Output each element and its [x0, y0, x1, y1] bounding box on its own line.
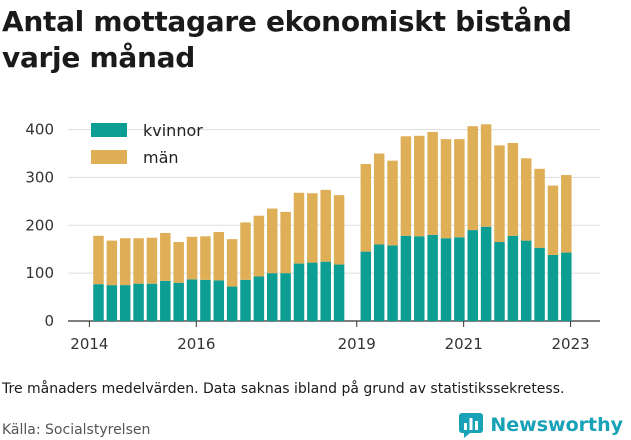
- bar-kvinnor: [333, 264, 345, 321]
- bar-man: [133, 238, 144, 284]
- bar-man: [253, 215, 265, 277]
- bar-man: [226, 239, 238, 287]
- bar-kvinnor: [373, 244, 385, 321]
- bar-man: [414, 135, 425, 237]
- bar-man: [373, 153, 385, 245]
- x-axis-ticks: 2014 2016 2019 2021 2023: [70, 321, 590, 353]
- x-tick-label: 2023: [551, 335, 589, 353]
- bar-kvinnor: [320, 261, 331, 321]
- bar-kvinnor: [467, 230, 478, 321]
- bar-kvinnor: [240, 279, 251, 321]
- bar-man: [160, 232, 171, 281]
- bar-kvinnor: [360, 251, 372, 321]
- chart-title: Antal mottagare ekonomiskt bistånd varje…: [2, 4, 627, 76]
- chart-logo-icon: [459, 413, 484, 438]
- bar-man: [320, 189, 331, 262]
- bar-kvinnor: [480, 226, 492, 321]
- bar-man: [494, 145, 505, 243]
- bar-kvinnor: [133, 283, 144, 321]
- bar-man: [186, 236, 198, 280]
- brand-logo[interactable]: Newsworthy: [458, 410, 623, 440]
- bar-man: [213, 231, 225, 281]
- x-tick-label: 2019: [338, 335, 376, 353]
- bar-kvinnor: [200, 279, 211, 321]
- bar-kvinnor: [547, 254, 559, 321]
- bar-kvinnor: [280, 273, 291, 321]
- bar-man: [547, 185, 559, 255]
- bar-man: [146, 237, 158, 284]
- legend-label: män: [143, 148, 179, 167]
- brand-name: Newsworthy: [490, 414, 623, 436]
- bar-man: [440, 139, 452, 239]
- y-tick-label: 100: [25, 264, 54, 282]
- bar-kvinnor: [400, 235, 412, 321]
- legend-swatch: [91, 123, 127, 137]
- y-tick-label: 200: [25, 216, 54, 234]
- bar-man: [266, 208, 278, 274]
- bar-man: [387, 160, 398, 246]
- bar-kvinnor: [160, 280, 171, 321]
- bar-kvinnor: [414, 236, 425, 321]
- bar-kvinnor: [454, 237, 465, 321]
- source-label: Källa: Socialstyrelsen: [2, 422, 151, 438]
- y-tick-label: 300: [25, 168, 54, 186]
- bar-kvinnor: [226, 286, 238, 321]
- bar-kvinnor: [534, 247, 545, 321]
- bar-kvinnor: [253, 276, 265, 321]
- legend: kvinnor män: [91, 121, 203, 167]
- bar-kvinnor: [561, 252, 572, 321]
- footnote: Tre månaders medelvärden. Data saknas ib…: [2, 381, 565, 397]
- bar-kvinnor: [293, 263, 305, 321]
- bar-kvinnor: [307, 262, 318, 321]
- bar-kvinnor: [146, 283, 158, 321]
- bar-kvinnor: [173, 282, 184, 321]
- x-tick-label: 2016: [177, 335, 215, 353]
- bar-man: [333, 195, 345, 265]
- bar-man: [467, 126, 478, 231]
- bar-man: [200, 236, 211, 280]
- title-line-2: varje månad: [2, 41, 195, 74]
- bar-kvinnor: [507, 235, 519, 321]
- y-tick-label: 0: [44, 312, 54, 330]
- x-tick-label: 2021: [445, 335, 483, 353]
- bar-kvinnor: [387, 245, 398, 321]
- bar-man: [119, 238, 131, 286]
- bar-man: [427, 131, 438, 235]
- stacked-bar-chart: 0 100 200 300 400 2014 2016 2019 2021 2023 kvinn…: [25, 121, 600, 353]
- bar-kvinnor: [186, 279, 198, 321]
- x-tick-label: 2014: [70, 335, 108, 353]
- bar-man: [280, 211, 291, 274]
- bars: [93, 124, 572, 321]
- bar-kvinnor: [494, 242, 505, 321]
- bar-kvinnor: [106, 285, 118, 321]
- bar-man: [534, 168, 545, 248]
- bar-kvinnor: [119, 285, 131, 321]
- bar-kvinnor: [427, 234, 438, 321]
- legend-label: kvinnor: [143, 121, 203, 140]
- bar-man: [520, 158, 532, 241]
- title-line-1: Antal mottagare ekonomiskt bistånd: [2, 5, 572, 38]
- bar-man: [454, 139, 465, 238]
- bar-man: [173, 242, 184, 283]
- bar-kvinnor: [520, 240, 532, 321]
- bar-man: [106, 240, 118, 286]
- bar-man: [480, 124, 492, 227]
- bar-man: [93, 235, 104, 285]
- bar-kvinnor: [266, 273, 278, 321]
- bar-kvinnor: [213, 280, 225, 321]
- y-tick-label: 400: [25, 121, 54, 139]
- bar-man: [307, 193, 318, 263]
- bar-man: [507, 142, 519, 236]
- bar-man: [400, 136, 412, 236]
- bar-man: [293, 192, 305, 264]
- y-axis-ticks: 0 100 200 300 400: [25, 121, 54, 330]
- legend-swatch: [91, 150, 127, 164]
- bar-man: [360, 164, 372, 252]
- bar-man: [561, 175, 572, 253]
- bar-man: [240, 222, 251, 280]
- bar-kvinnor: [440, 238, 452, 321]
- bar-kvinnor: [93, 284, 104, 321]
